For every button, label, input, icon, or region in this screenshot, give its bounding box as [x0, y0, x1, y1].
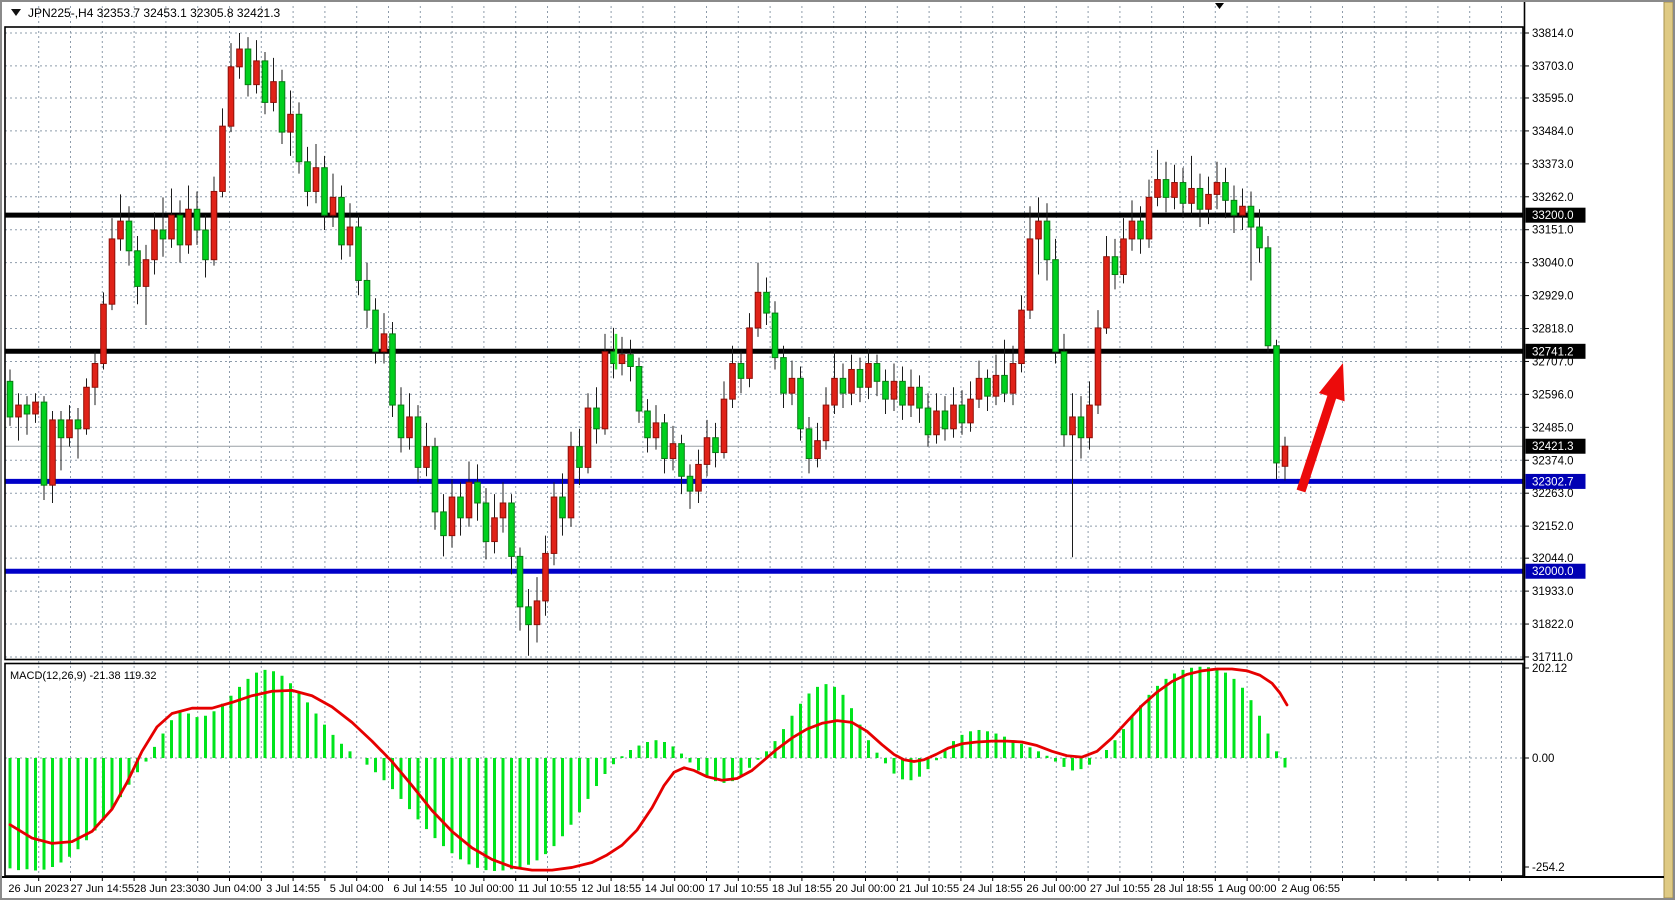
svg-text:-254.2: -254.2: [1532, 862, 1565, 874]
svg-text:33040.0: 33040.0: [1532, 258, 1574, 270]
svg-text:32000.0: 32000.0: [1532, 566, 1574, 578]
svg-text:30 Jun 04:00: 30 Jun 04:00: [198, 883, 262, 895]
svg-text:20 Jul 00:00: 20 Jul 00:00: [836, 883, 896, 895]
svg-text:33200.0: 33200.0: [1532, 210, 1574, 222]
svg-text:31933.0: 31933.0: [1532, 586, 1574, 598]
svg-text:33262.0: 33262.0: [1532, 192, 1574, 204]
svg-text:1 Aug 00:00: 1 Aug 00:00: [1218, 883, 1277, 895]
svg-text:32302.7: 32302.7: [1532, 476, 1574, 488]
svg-text:28 Jun 23:30: 28 Jun 23:30: [134, 883, 198, 895]
svg-text:18 Jul 18:55: 18 Jul 18:55: [772, 883, 832, 895]
svg-text:32044.0: 32044.0: [1532, 553, 1574, 565]
svg-text:5 Jul 04:00: 5 Jul 04:00: [330, 883, 384, 895]
macd-indicator-label: MACD(12,26,9) -21.38 119.32: [10, 670, 157, 682]
svg-text:6 Jul 14:55: 6 Jul 14:55: [393, 883, 447, 895]
svg-text:33814.0: 33814.0: [1532, 28, 1574, 40]
symbol-ohlc-label: JPN225-,H4 32353.7 32453.1 32305.8 32421…: [28, 6, 281, 20]
svg-text:2 Aug 06:55: 2 Aug 06:55: [1281, 883, 1340, 895]
svg-text:24 Jul 18:55: 24 Jul 18:55: [963, 883, 1023, 895]
macd-histogram: [8, 666, 1287, 871]
svg-text:32741.2: 32741.2: [1532, 346, 1574, 358]
svg-text:26 Jun 2023: 26 Jun 2023: [8, 883, 69, 895]
svg-text:31822.0: 31822.0: [1532, 619, 1574, 631]
svg-text:32263.0: 32263.0: [1532, 488, 1574, 500]
macd-axis[interactable]: 202.12 0.00 -254.2: [1524, 663, 1567, 874]
svg-text:32707.0: 32707.0: [1532, 356, 1574, 368]
svg-text:3 Jul 14:55: 3 Jul 14:55: [266, 883, 320, 895]
svg-text:26 Jul 00:00: 26 Jul 00:00: [1026, 883, 1086, 895]
svg-text:33595.0: 33595.0: [1532, 93, 1574, 105]
svg-text:32929.0: 32929.0: [1532, 291, 1574, 303]
svg-text:32374.0: 32374.0: [1532, 455, 1574, 467]
svg-text:32485.0: 32485.0: [1532, 422, 1574, 434]
svg-text:33703.0: 33703.0: [1532, 61, 1574, 73]
autoscroll-marker-icon[interactable]: [1215, 3, 1224, 9]
svg-text:14 Jul 00:00: 14 Jul 00:00: [645, 883, 705, 895]
time-axis[interactable]: 26 Jun 2023 27 Jun 14:55 28 Jun 23:30 30 Ju…: [8, 878, 1502, 895]
svg-text:17 Jul 10:55: 17 Jul 10:55: [708, 883, 768, 895]
svg-text:12 Jul 18:55: 12 Jul 18:55: [581, 883, 641, 895]
svg-text:32421.3: 32421.3: [1532, 441, 1574, 453]
panel-borders: [2, 2, 1664, 878]
candlestick-series: [6, 33, 1289, 656]
price-axis[interactable]: 33814.0 33703.0 33595.0 33484.0 33373.0 33262…: [1524, 28, 1586, 664]
window-edge-strip[interactable]: [1663, 2, 1673, 898]
svg-text:21 Jul 10:55: 21 Jul 10:55: [899, 883, 959, 895]
svg-text:28 Jul 18:55: 28 Jul 18:55: [1154, 883, 1214, 895]
svg-text:32152.0: 32152.0: [1532, 521, 1574, 533]
svg-text:33484.0: 33484.0: [1532, 126, 1574, 138]
svg-text:27 Jul 10:55: 27 Jul 10:55: [1090, 883, 1150, 895]
svg-text:32818.0: 32818.0: [1532, 324, 1574, 336]
price-level-lines[interactable]: [5, 212, 1523, 574]
svg-text:33151.0: 33151.0: [1532, 225, 1574, 237]
dropdown-arrow-icon[interactable]: [11, 9, 21, 16]
svg-text:32596.0: 32596.0: [1532, 389, 1574, 401]
macd-signal-line: [8, 667, 1289, 872]
svg-text:31711.0: 31711.0: [1532, 652, 1573, 664]
svg-text:10 Jul 00:00: 10 Jul 00:00: [454, 883, 514, 895]
svg-text:202.12: 202.12: [1532, 663, 1567, 675]
svg-text:33373.0: 33373.0: [1532, 159, 1574, 171]
svg-text:27 Jun 14:55: 27 Jun 14:55: [70, 883, 134, 895]
svg-text:0.00: 0.00: [1532, 753, 1554, 765]
chart-header: JPN225-,H4 32353.7 32453.1 32305.8 32421…: [11, 6, 281, 20]
svg-text:11 Jul 10:55: 11 Jul 10:55: [518, 883, 577, 895]
trend-arrow-annotation[interactable]: [1296, 363, 1345, 493]
